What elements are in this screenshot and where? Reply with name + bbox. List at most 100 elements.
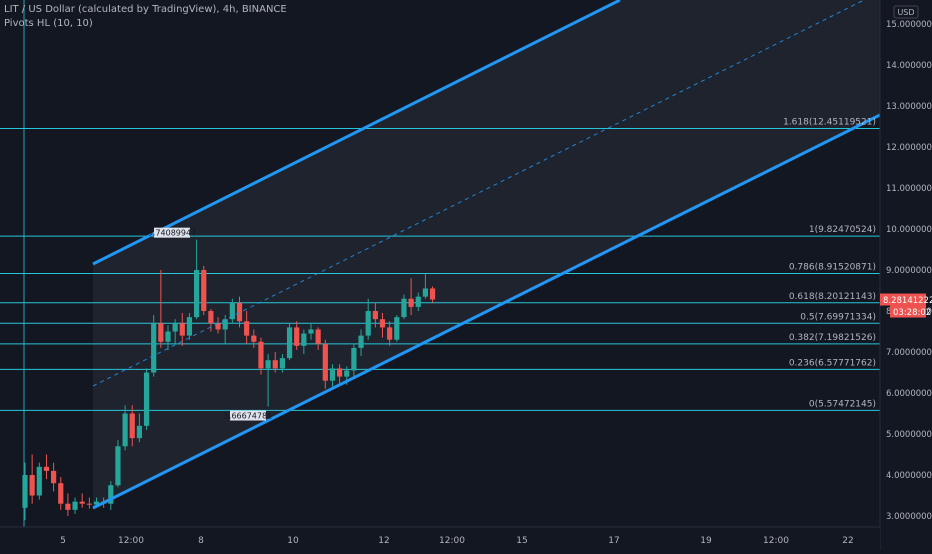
indicator-title[interactable]: Pivots HL (10, 10) [4,18,93,29]
candle-body[interactable] [265,360,271,369]
fib-label: 0.786(8.91520871) [789,262,876,272]
fib-label: 0.5(7.69971334) [800,312,876,322]
candle-body[interactable] [258,341,264,369]
candle-body[interactable] [365,311,371,336]
time-axis[interactable] [0,527,880,550]
candle-body[interactable] [122,413,128,447]
price-tick-label: 9.00000000 [886,266,932,276]
current-price-label: 8.28141222 [883,296,932,306]
pivot-label: 5.66674781 [224,412,272,421]
candle-body[interactable] [36,466,42,496]
time-tick-label: 17 [608,536,619,546]
price-tick-label: 13.00000000 [886,102,932,112]
candle-body[interactable] [43,466,50,471]
candle-body[interactable] [387,327,393,340]
candle-body[interactable] [415,296,421,307]
candle-body[interactable] [408,298,414,307]
candle-body[interactable] [194,270,200,318]
candle-body[interactable] [301,333,307,346]
price-tick-label: 3.00000000 [886,512,932,522]
candle-body[interactable] [429,288,436,300]
fib-label: 0(5.57472145) [809,399,876,409]
channel-upper-line[interactable] [92,0,621,266]
candle-body[interactable] [222,319,228,330]
candle-body[interactable] [165,331,171,342]
candle-body[interactable] [208,311,214,324]
candle-body[interactable] [65,503,71,510]
candle-body[interactable] [79,501,85,504]
candle-body[interactable] [379,319,386,328]
candle-body[interactable] [172,323,178,332]
time-tick-label: 15 [516,536,527,546]
candle-body[interactable] [372,311,378,320]
candle-body[interactable] [401,298,407,318]
pivot-label-box [230,410,266,421]
candle-body[interactable] [86,503,92,505]
price-tick-label: 7.00000000 [886,348,932,358]
candle-body[interactable] [308,329,314,334]
candle-body[interactable] [394,317,400,340]
candle-body[interactable] [51,470,57,484]
fib-label: 1(9.82470524) [809,225,876,235]
candle-body[interactable] [229,302,235,320]
candle-body[interactable] [136,425,142,439]
candle-body[interactable] [358,335,364,348]
candle-body[interactable] [179,323,185,336]
candle-body[interactable] [215,323,221,330]
candle-body[interactable] [329,368,336,381]
currency-box[interactable] [893,5,919,19]
time-tick-label: 10 [287,536,299,546]
price-tick-label: 4.00000000 [886,471,932,481]
price-tick-label: 10.00000000 [886,225,932,235]
candle-body[interactable] [286,327,293,359]
symbol-title[interactable]: LIT / US Dollar (calculated by TradingVi… [4,4,287,15]
candle-body[interactable] [251,335,257,342]
candle-body[interactable] [279,358,285,369]
price-tick-label: 5.00000000 [886,430,932,440]
candle-body[interactable] [351,347,357,371]
candle-body[interactable] [158,323,164,342]
candle-body[interactable] [344,370,350,377]
time-tick-label: 8 [198,536,204,546]
candle-body[interactable] [337,368,343,377]
candle-body[interactable] [143,372,150,426]
time-tick-label: 12 [378,536,389,546]
candle-body[interactable] [22,475,28,508]
price-tick-label: 14.00000000 [886,61,932,71]
countdown-badge [890,305,926,318]
channel-lower-line[interactable] [92,113,880,510]
pivot-label: 9.74089947 [148,229,196,238]
price-tick-label: 6.00000000 [886,389,932,399]
candle-body[interactable] [272,360,278,369]
candle-body[interactable] [422,288,428,297]
chart-legend: LIT / US Dollar (calculated by TradingVi… [4,3,287,31]
candle-body[interactable] [29,475,35,496]
channel-midline [92,0,866,387]
candle-body[interactable] [129,413,135,439]
candle-body[interactable] [115,446,121,486]
candle-body[interactable] [58,483,64,504]
time-tick-label: 12:00 [118,536,144,546]
price-tick-label: 11.00000000 [886,184,932,194]
price-tick-label: 15.00000000 [886,20,932,30]
candle-body[interactable] [151,323,157,373]
candle-body[interactable] [322,343,328,381]
time-tick-label: 5 [60,536,66,546]
fib-label: 0.236(6.57771762) [789,358,876,368]
currency-label: USD [897,8,914,17]
candle-body[interactable] [244,321,250,336]
candle-body[interactable] [186,317,193,336]
candle-body[interactable] [72,501,78,510]
candle-body[interactable] [315,329,321,344]
candle-body[interactable] [93,501,100,505]
fib-label: 0.382(7.19821526) [789,333,876,343]
price-axis[interactable] [880,0,932,550]
candle-body[interactable] [201,270,207,311]
fib-label: 0.618(8.20121143) [789,292,876,302]
price-tick-label: 12.00000000 [886,143,932,153]
candle-body[interactable] [236,302,243,322]
candle-body[interactable] [108,485,114,504]
candle-body[interactable] [294,327,300,346]
